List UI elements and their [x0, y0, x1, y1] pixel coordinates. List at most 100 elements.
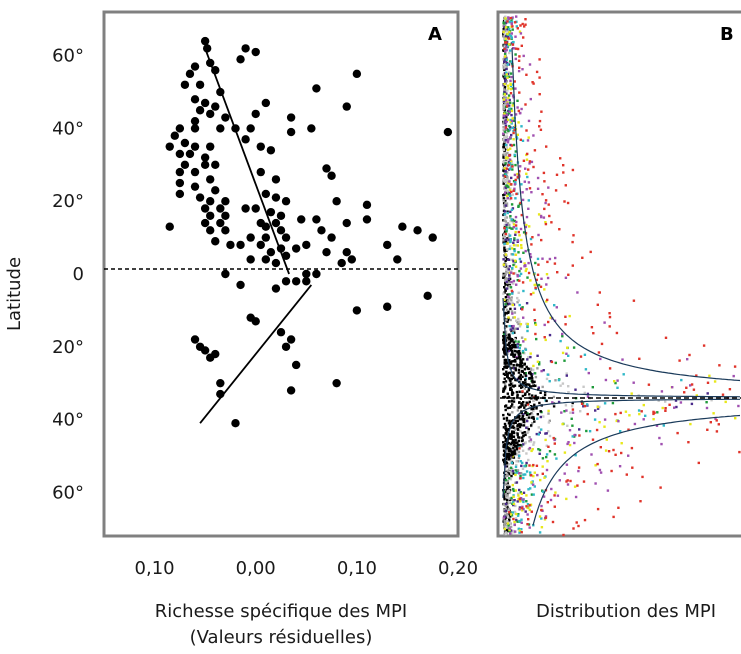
distribution-point [520, 492, 523, 495]
distribution-point [538, 58, 541, 61]
distribution-point [566, 483, 570, 486]
distribution-point [523, 363, 526, 366]
data-point [352, 69, 362, 79]
distribution-point [520, 518, 523, 521]
distribution-point [571, 435, 574, 438]
distribution-point [504, 273, 507, 276]
distribution-point [515, 446, 518, 449]
distribution-point [520, 521, 523, 524]
distribution-point [697, 461, 700, 465]
fit-line [199, 284, 313, 424]
distribution-point [521, 306, 524, 309]
distribution-point [510, 113, 513, 117]
distribution-point [511, 303, 514, 307]
distribution-point [513, 316, 516, 319]
distribution-point [507, 524, 510, 527]
distribution-point [508, 371, 512, 375]
distribution-point [520, 183, 523, 186]
distribution-point [544, 438, 547, 442]
distribution-point [517, 456, 521, 460]
distribution-point [525, 267, 528, 271]
distribution-point [553, 304, 556, 307]
distribution-point [563, 451, 567, 454]
distribution-point [522, 251, 525, 254]
data-point [216, 378, 225, 388]
distribution-point [535, 70, 539, 74]
data-point [261, 233, 271, 242]
distribution-point [610, 469, 613, 473]
distribution-point [507, 489, 511, 492]
distribution-point [576, 291, 579, 294]
distribution-point [502, 348, 505, 351]
distribution-point [532, 407, 535, 411]
distribution-point [582, 480, 586, 483]
distribution-point [514, 224, 518, 227]
distribution-point [507, 112, 510, 115]
distribution-point [544, 390, 547, 394]
distribution-point [717, 423, 720, 426]
distribution-point [596, 507, 600, 511]
distribution-point [516, 244, 520, 247]
distribution-point [523, 387, 526, 390]
distribution-point [512, 376, 515, 380]
distribution-point [506, 392, 509, 395]
distribution-point [545, 453, 549, 456]
distribution-point [506, 248, 509, 251]
distribution-point [709, 421, 712, 424]
data-point [286, 127, 296, 137]
distribution-point [503, 219, 506, 222]
distribution-point [504, 404, 508, 407]
distribution-point [567, 273, 570, 276]
data-point [236, 280, 245, 290]
distribution-point [502, 453, 506, 456]
distribution-point [513, 384, 517, 387]
distribution-point [509, 377, 512, 380]
distribution-point [518, 488, 521, 492]
distribution-point [514, 472, 517, 475]
distribution-point [506, 76, 509, 79]
distribution-point [504, 358, 508, 362]
distribution-point [551, 401, 554, 404]
distribution-point [531, 379, 534, 383]
distribution-point [505, 43, 508, 46]
distribution-point [502, 126, 505, 129]
distribution-point [583, 391, 586, 395]
distribution-point [506, 38, 509, 42]
distribution-point [525, 500, 528, 503]
distribution-point [561, 332, 564, 336]
distribution-point [504, 199, 507, 202]
distribution-point [503, 298, 506, 302]
distribution-point [527, 428, 530, 431]
data-point [221, 211, 230, 220]
data-point [226, 240, 235, 250]
distribution-point [510, 190, 513, 194]
distribution-point [505, 254, 508, 258]
distribution-point [608, 367, 612, 370]
distribution-point [524, 392, 527, 395]
data-point [200, 346, 210, 355]
distribution-point [538, 363, 541, 366]
distribution-point [521, 351, 525, 354]
distribution-point [544, 222, 548, 226]
distribution-point [660, 390, 664, 393]
distribution-point [502, 213, 505, 217]
data-point [175, 167, 185, 177]
distribution-point [528, 400, 531, 404]
distribution-point [512, 426, 516, 430]
distribution-point [567, 354, 570, 357]
distribution-point [516, 423, 520, 427]
distribution-point [502, 182, 505, 185]
distribution-point [503, 358, 506, 362]
data-point [175, 189, 185, 199]
distribution-point [547, 445, 550, 448]
distribution-point [514, 438, 517, 441]
distribution-point [506, 189, 509, 193]
data-point [271, 284, 281, 293]
distribution-point [509, 515, 512, 518]
distribution-point [510, 133, 513, 137]
distribution-point [517, 497, 520, 501]
distribution-point [503, 513, 507, 516]
distribution-point [504, 524, 508, 527]
distribution-point [526, 325, 529, 328]
distribution-point [527, 430, 530, 433]
